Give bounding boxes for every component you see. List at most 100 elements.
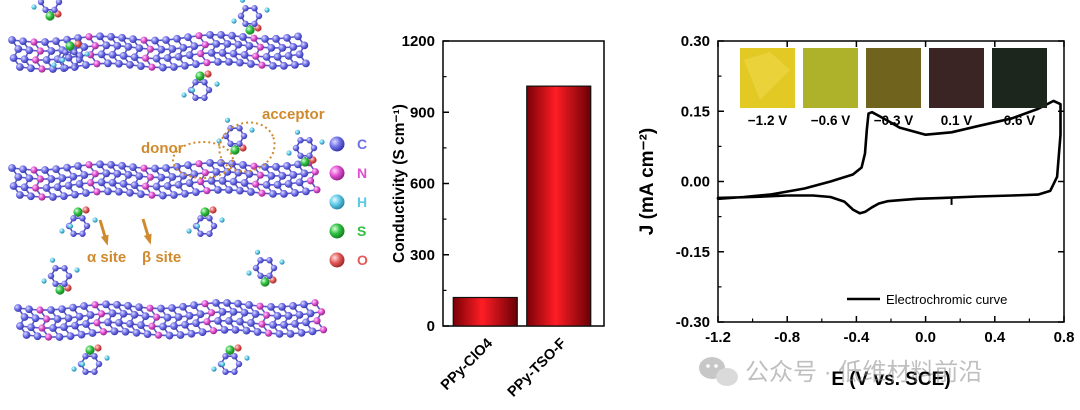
y-tick-label: 1200 bbox=[402, 33, 435, 50]
hydrogen-atom bbox=[224, 117, 231, 123]
carbon-atom bbox=[217, 30, 225, 39]
carbon-atom bbox=[49, 193, 57, 201]
nitrogen-atom bbox=[250, 162, 258, 170]
carbon-atom bbox=[16, 322, 24, 330]
nitrogen-atom bbox=[201, 41, 209, 49]
carbon-atom bbox=[42, 184, 51, 192]
nitrogen-atom bbox=[91, 301, 99, 309]
carbon-atom bbox=[197, 230, 204, 237]
nitrogen-atom bbox=[258, 61, 266, 69]
carbon-atom bbox=[9, 54, 18, 62]
nitrogen-atom bbox=[30, 166, 38, 174]
carbon-atom bbox=[152, 182, 161, 191]
carbon-atom bbox=[222, 132, 230, 140]
carbon-atom bbox=[242, 5, 249, 12]
carbon-atom bbox=[310, 144, 318, 152]
inset-label-3: 0.1 V bbox=[941, 113, 973, 128]
acceptor-label: acceptor bbox=[262, 106, 325, 123]
nitrogen-atom bbox=[146, 45, 154, 53]
carbon-atom bbox=[179, 43, 188, 52]
y-tick-label: 0.15 bbox=[681, 103, 710, 120]
carbon-atom bbox=[291, 188, 299, 197]
carbon-atom bbox=[130, 181, 139, 190]
carbon-atom bbox=[262, 181, 271, 189]
carbon-atom bbox=[300, 300, 308, 309]
carbon-atom bbox=[286, 329, 295, 338]
carbon-atom bbox=[74, 162, 82, 170]
nitrogen-atom bbox=[311, 299, 319, 307]
nitrogen-atom bbox=[140, 164, 148, 172]
carbon-atom bbox=[168, 304, 176, 312]
carbon-atom bbox=[251, 20, 258, 27]
nitrogen-atom bbox=[195, 160, 203, 168]
hydrogen-atom bbox=[246, 270, 252, 276]
carbon-atom bbox=[151, 164, 159, 173]
carbon-atom bbox=[129, 35, 137, 44]
carbon-atom bbox=[253, 328, 262, 336]
carbon-atom bbox=[225, 316, 233, 325]
hydrogen-atom bbox=[79, 361, 86, 367]
carbon-atom bbox=[52, 280, 59, 287]
carbon-atom bbox=[75, 312, 84, 321]
x-tick-label: 0.4 bbox=[984, 329, 1006, 346]
carbon-atom bbox=[88, 329, 97, 337]
carbon-atom bbox=[159, 191, 167, 200]
carbon-atom bbox=[82, 368, 89, 375]
oxygen-atom bbox=[234, 344, 242, 352]
carbon-atom bbox=[269, 62, 277, 70]
carbon-atom bbox=[170, 322, 178, 330]
carbon-atom bbox=[70, 215, 77, 222]
carbon-atom bbox=[206, 230, 213, 237]
sidechain-bot-3 bbox=[71, 344, 110, 375]
hydrogen-atom bbox=[49, 257, 56, 263]
carbon-atom bbox=[242, 326, 251, 335]
carbon-atom bbox=[206, 215, 213, 222]
carbon-atom bbox=[163, 54, 172, 62]
sidechain-top-4 bbox=[31, 0, 63, 21]
carbon-atom bbox=[82, 189, 90, 197]
carbon-atom bbox=[184, 33, 192, 42]
polymer-sheet-middle bbox=[8, 158, 321, 201]
carbon-atom bbox=[302, 59, 310, 68]
carbon-atom bbox=[168, 45, 177, 53]
carbon-atom bbox=[86, 311, 95, 319]
nitrogen-atom bbox=[256, 302, 264, 310]
carbon-atom bbox=[119, 179, 128, 188]
carbon-atom bbox=[77, 330, 86, 339]
carbon-atom bbox=[96, 160, 104, 169]
nitrogen-atom bbox=[203, 59, 211, 67]
carbon-atom bbox=[218, 307, 227, 316]
carbon-atom bbox=[91, 353, 98, 360]
hydrogen-atom bbox=[181, 92, 187, 98]
carbon-atom bbox=[261, 35, 269, 43]
sulfur-atom bbox=[65, 41, 75, 51]
nitrogen-atom bbox=[146, 304, 154, 312]
carbon-atom bbox=[247, 319, 255, 327]
nitrogen-atom bbox=[85, 33, 93, 41]
carbon-atom bbox=[227, 140, 234, 147]
carbon-atom bbox=[257, 272, 264, 279]
hydrogen-atom bbox=[74, 267, 80, 273]
y-tick-label: -0.30 bbox=[676, 314, 710, 331]
nitrogen-atom bbox=[140, 36, 148, 44]
structure-annotations: donor acceptor α site β site bbox=[87, 106, 325, 266]
carbon-atom bbox=[115, 59, 123, 68]
nitrogen-atom bbox=[31, 56, 40, 64]
carbon-atom bbox=[20, 313, 29, 321]
legend-swatch-S bbox=[329, 223, 345, 239]
carbon-atom bbox=[47, 306, 55, 314]
hydrogen-atom bbox=[294, 129, 301, 135]
carbon-atom bbox=[174, 52, 183, 61]
carbon-atom bbox=[75, 180, 84, 188]
nitrogen-atom bbox=[85, 161, 93, 169]
nitrogen-atom bbox=[42, 315, 51, 323]
carbon-atom bbox=[69, 303, 77, 312]
carbon-atom bbox=[294, 32, 302, 41]
carbon-atom bbox=[280, 61, 288, 70]
hydrogen-atom bbox=[31, 4, 37, 10]
carbon-atom bbox=[308, 327, 317, 336]
nitrogen-atom bbox=[38, 324, 46, 332]
nitrogen-atom bbox=[97, 310, 106, 318]
carbon-atom bbox=[129, 163, 137, 172]
